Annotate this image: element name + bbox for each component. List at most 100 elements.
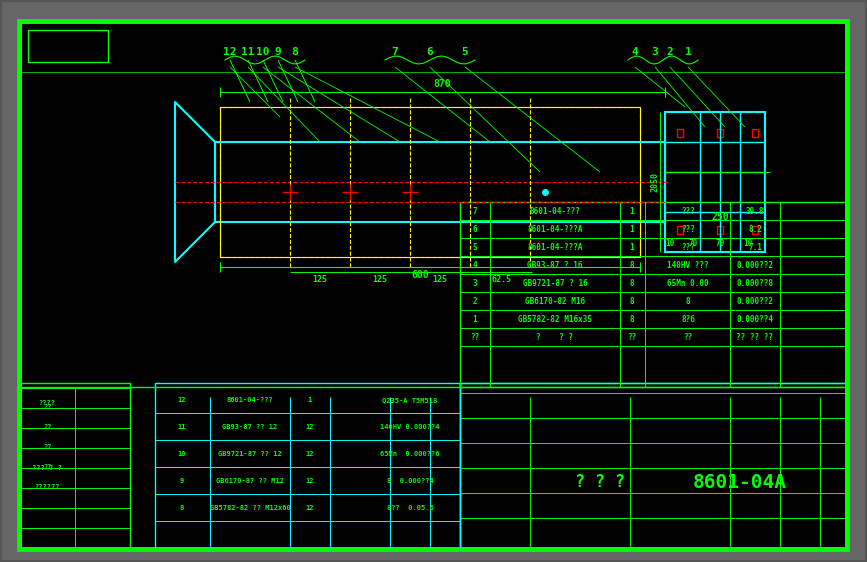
Bar <box>677 129 683 137</box>
Text: 10: 10 <box>665 239 675 248</box>
Text: 140HV ???: 140HV ??? <box>668 261 709 270</box>
Text: ????: ???? <box>38 400 55 406</box>
Text: 4: 4 <box>632 47 638 57</box>
Bar <box>155 383 460 548</box>
Text: ??: ?? <box>42 404 51 410</box>
Text: 250: 250 <box>711 212 729 222</box>
Text: 8601-04-???A: 8601-04-???A <box>527 242 583 252</box>
Text: 8??  0.05.6: 8?? 0.05.6 <box>387 505 434 511</box>
Text: ??: ?? <box>42 424 51 430</box>
Text: 0.000??2: 0.000??2 <box>736 297 773 306</box>
Text: ? ? ?: ? ? ? <box>575 473 625 491</box>
Bar <box>677 226 683 234</box>
Text: 8601-04-???A: 8601-04-???A <box>527 224 583 233</box>
Text: 8?6: 8?6 <box>681 315 695 324</box>
Text: 8: 8 <box>291 47 298 57</box>
Text: 2: 2 <box>473 297 478 306</box>
Text: 8: 8 <box>629 279 635 288</box>
Bar <box>220 107 640 257</box>
Text: 65Mn 0.00: 65Mn 0.00 <box>668 279 709 288</box>
Text: GB93-87 ? 16: GB93-87 ? 16 <box>527 261 583 270</box>
Text: 1: 1 <box>473 315 478 324</box>
Text: 12: 12 <box>178 397 186 403</box>
Text: ??: ?? <box>683 333 693 342</box>
Text: 8: 8 <box>629 315 635 324</box>
Bar <box>460 202 846 387</box>
Text: 7.1: 7.1 <box>748 242 762 252</box>
Text: 1: 1 <box>629 224 635 233</box>
Text: 11: 11 <box>241 47 255 57</box>
Text: 4: 4 <box>473 261 478 270</box>
Text: 62.5: 62.5 <box>491 275 511 284</box>
Text: 12: 12 <box>306 451 314 457</box>
Text: GB93-87 ?? 12: GB93-87 ?? 12 <box>222 424 277 430</box>
Text: 8601-04-???: 8601-04-??? <box>530 206 580 215</box>
Text: 10: 10 <box>257 47 270 57</box>
Text: GB6170-87 ?? M12: GB6170-87 ?? M12 <box>216 478 284 484</box>
Text: 3: 3 <box>652 47 658 57</box>
Text: 10: 10 <box>743 239 753 248</box>
Text: 8.2: 8.2 <box>748 224 762 233</box>
Text: 7: 7 <box>392 47 398 57</box>
Text: 8  0.000??4: 8 0.000??4 <box>387 478 434 484</box>
Text: 125: 125 <box>312 275 328 284</box>
Bar <box>215 142 665 222</box>
Text: 1: 1 <box>308 397 312 403</box>
Text: ???: ??? <box>681 224 695 233</box>
Text: ??: ?? <box>42 464 51 470</box>
Text: GB5782-82 M16x35: GB5782-82 M16x35 <box>518 315 592 324</box>
Text: 8601-04-???: 8601-04-??? <box>226 397 273 403</box>
Text: 1: 1 <box>629 242 635 252</box>
Text: 2: 2 <box>667 47 674 57</box>
Text: 9: 9 <box>275 47 282 57</box>
Text: 12: 12 <box>306 505 314 511</box>
Text: GB5782-82 ?? M12x60: GB5782-82 ?? M12x60 <box>210 505 290 511</box>
Bar <box>717 129 723 137</box>
Text: 1: 1 <box>685 47 691 57</box>
Text: ?? ?? ??: ?? ?? ?? <box>736 333 773 342</box>
Text: 5: 5 <box>461 47 468 57</box>
Text: 125: 125 <box>373 275 388 284</box>
Bar <box>752 129 758 137</box>
Text: 0.000??8: 0.000??8 <box>736 279 773 288</box>
Text: 70: 70 <box>688 239 698 248</box>
Text: 125: 125 <box>433 275 447 284</box>
Bar <box>20 383 130 548</box>
Text: 8: 8 <box>179 505 184 511</box>
Text: Q235-A T5M518: Q235-A T5M518 <box>382 397 438 403</box>
Text: ??: ?? <box>42 444 51 450</box>
Text: 8: 8 <box>629 261 635 270</box>
Text: 65Mn  0.000??6: 65Mn 0.000??6 <box>381 451 440 457</box>
Text: 10: 10 <box>178 451 186 457</box>
Text: 1: 1 <box>629 206 635 215</box>
Text: GB9721-87 ?? 12: GB9721-87 ?? 12 <box>218 451 282 457</box>
Text: ?    ? ?: ? ? ? <box>537 333 573 342</box>
Text: 140HV 0.000??4: 140HV 0.000??4 <box>381 424 440 430</box>
Text: ???: ??? <box>681 242 695 252</box>
Text: 0.000??4: 0.000??4 <box>736 315 773 324</box>
Text: ??? ? ?: ??? ? ? <box>32 465 62 471</box>
Bar <box>460 383 846 548</box>
Text: 3: 3 <box>473 279 478 288</box>
Text: 8: 8 <box>686 297 690 306</box>
Text: 5: 5 <box>473 242 478 252</box>
Bar <box>665 112 765 252</box>
Bar <box>717 226 723 234</box>
Text: 9: 9 <box>179 478 184 484</box>
Text: 70: 70 <box>715 239 725 248</box>
Text: 8: 8 <box>629 297 635 306</box>
Text: GB6170-82 M16: GB6170-82 M16 <box>525 297 585 306</box>
Bar <box>28 30 108 62</box>
Text: 11: 11 <box>178 424 186 430</box>
Text: 2050: 2050 <box>650 172 660 192</box>
Text: ???: ??? <box>681 206 695 215</box>
Text: 12: 12 <box>223 47 237 57</box>
Text: GB9721-87 ? 16: GB9721-87 ? 16 <box>523 279 587 288</box>
Text: 6: 6 <box>427 47 434 57</box>
Text: 870: 870 <box>434 79 451 89</box>
Bar <box>752 226 758 234</box>
Text: 8601-04A: 8601-04A <box>693 473 787 492</box>
Text: 0.000??2: 0.000??2 <box>736 261 773 270</box>
Text: 7: 7 <box>473 206 478 215</box>
Text: 12: 12 <box>306 424 314 430</box>
